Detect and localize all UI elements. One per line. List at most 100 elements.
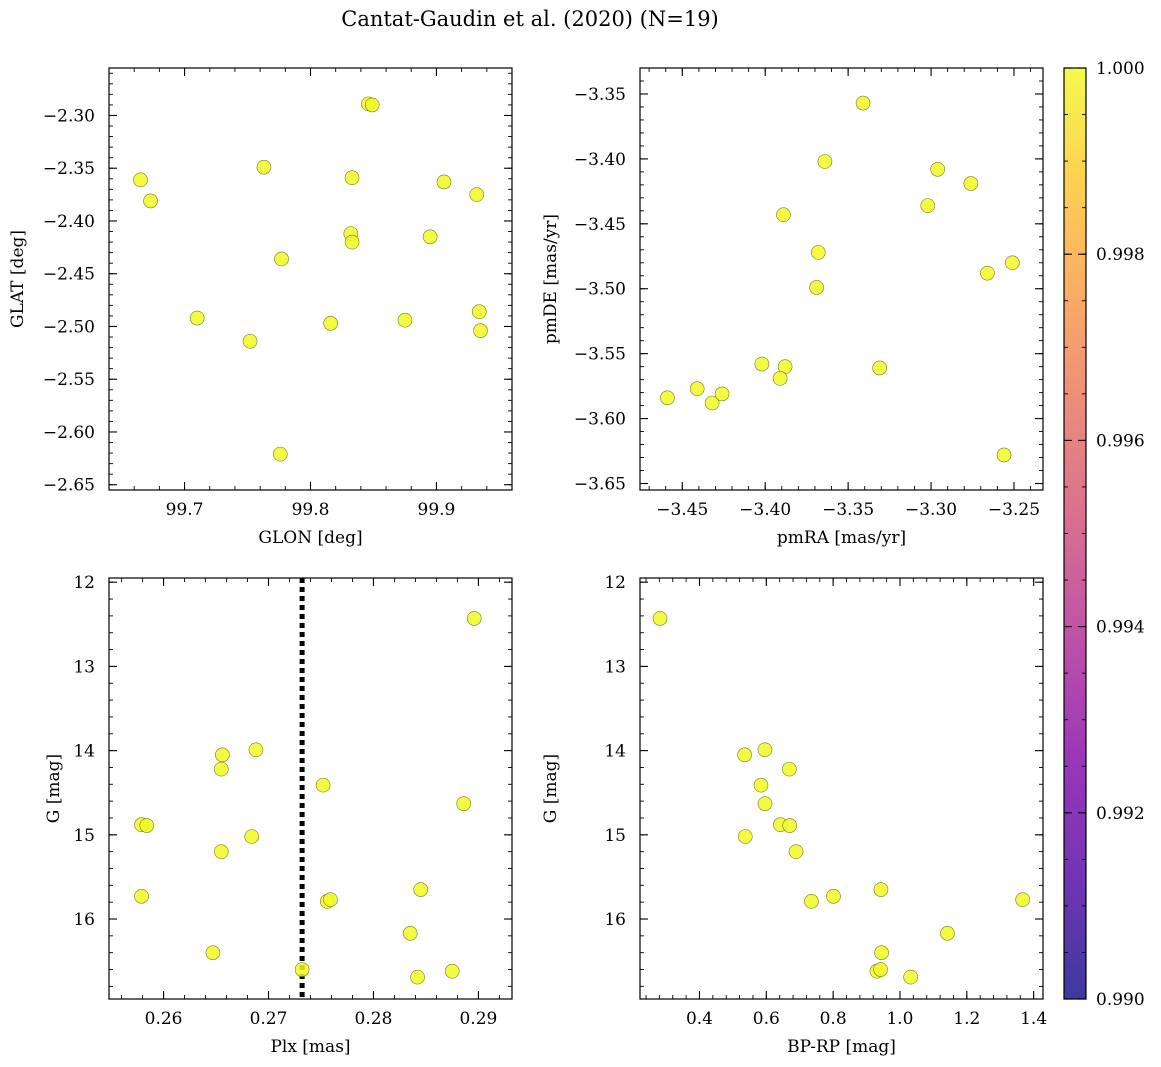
pmra-pmde-point xyxy=(817,154,833,169)
pmra-pmde-y-tick-label: −3.65 xyxy=(574,475,626,495)
plx-g-point xyxy=(213,761,229,777)
glon-glat-point xyxy=(256,159,272,175)
glon-glat-x-axis-label: GLON [deg] xyxy=(258,528,362,548)
bprp-g-point xyxy=(753,777,769,793)
pmra-pmde-y-tick-label: −3.35 xyxy=(574,85,626,105)
glon-glat-y-tick-label: −2.65 xyxy=(43,476,95,496)
bprp-g-point xyxy=(804,894,819,909)
pmra-pmde-point xyxy=(714,386,730,402)
bprp-g-point xyxy=(826,888,841,904)
plx-g-point xyxy=(213,844,229,859)
glon-glat-point xyxy=(473,323,488,338)
pmra-pmde-x-tick-label: −3.40 xyxy=(739,500,791,520)
colorbar-tick-label: 0.994 xyxy=(1096,618,1145,638)
plx-g-point xyxy=(244,829,260,844)
glon-glat-point xyxy=(397,312,413,328)
bprp-g-x-tick-label: 0.4 xyxy=(686,1009,713,1029)
glon-glat-point xyxy=(422,229,438,245)
pmra-pmde-x-tick-label: −3.25 xyxy=(988,500,1040,520)
bprp-g-frame xyxy=(639,577,1044,1000)
bprp-g-point xyxy=(757,742,773,758)
bprp-g-point xyxy=(873,962,888,977)
bprp-g-y-tick-label: 15 xyxy=(604,826,626,846)
pmra-pmde-point xyxy=(660,390,675,406)
glon-glat-point xyxy=(272,446,288,462)
glon-glat-y-tick-label: −2.50 xyxy=(43,317,95,337)
pmra-pmde-x-tick-label: −3.30 xyxy=(905,500,957,520)
pmra-pmde-point xyxy=(754,356,770,372)
bprp-g-y-tick-label: 14 xyxy=(604,742,626,762)
colorbar: 0.990 0.992 0.994 0.996 0.998 1.000 xyxy=(1063,59,1145,1010)
pmra-pmde-point xyxy=(996,447,1012,463)
glon-glat-y-tick-label: −2.60 xyxy=(43,423,95,443)
pmra-pmde-point xyxy=(772,371,788,386)
panel-glon-glat: 99.7 99.8 99.9 −2.30 −2.35 −2.40 −2.45 −2.50 −2.… xyxy=(8,67,513,548)
plx-g-point xyxy=(444,963,460,979)
pmra-pmde-x-axis-label: pmRA [mas/yr] xyxy=(777,528,906,548)
bprp-g-y-axis-label: G [mag] xyxy=(541,754,561,823)
scatter-panels: 99.7 99.8 99.9 −2.30 −2.35 −2.40 −2.45 −2.50 −2.… xyxy=(8,67,1047,1057)
pmra-pmde-y-tick-label: −3.50 xyxy=(574,280,626,300)
glon-glat-point xyxy=(436,174,452,190)
glon-glat-point xyxy=(189,310,205,326)
plx-g-y-tick-label: 15 xyxy=(73,826,95,846)
glon-glat-point xyxy=(469,187,485,202)
bprp-g-point xyxy=(782,818,798,833)
plx-g-point xyxy=(248,742,264,758)
pmra-pmde-x-tick-label: −3.45 xyxy=(656,500,708,520)
panel-plx-g: 0.26 0.27 0.28 0.29 12 13 14 15 16 Plx [mas] G [ma… xyxy=(44,573,513,1057)
pmra-pmde-y-tick-label: −3.40 xyxy=(574,150,626,170)
glon-glat-point xyxy=(242,333,258,349)
panel-pmra-pmde: −3.45 −3.40 −3.35 −3.30 −3.25 −3.35 −3.40 −3.45… xyxy=(541,67,1044,548)
pmra-pmde-y-axis-label: pmDE [mas/yr] xyxy=(541,214,561,344)
pmra-pmde-point xyxy=(1005,255,1020,271)
glon-glat-point xyxy=(344,234,360,250)
plx-g-point xyxy=(402,926,418,941)
plx-g-point xyxy=(456,796,472,811)
plx-g-point xyxy=(410,969,425,985)
bprp-g-point xyxy=(1015,892,1030,907)
bprp-g-point xyxy=(782,761,797,777)
pmra-pmde-point xyxy=(704,395,720,411)
glon-glat-point xyxy=(471,304,487,320)
bprp-g-x-tick-label: 0.8 xyxy=(820,1009,847,1029)
glon-glat-point xyxy=(364,97,380,113)
figure-title: Cantat-Gaudin et al. (2020) (N=19) xyxy=(341,7,719,31)
plx-g-frame xyxy=(108,577,513,1000)
glon-glat-y-tick-label: −2.40 xyxy=(43,212,95,232)
pmra-pmde-frame xyxy=(639,67,1044,491)
plx-g-point xyxy=(205,945,221,960)
bprp-g-point xyxy=(903,969,918,985)
pmra-pmde-point xyxy=(980,265,995,281)
glon-glat-y-tick-label: −2.35 xyxy=(43,159,95,179)
plx-g-y-tick-label: 12 xyxy=(73,573,95,593)
bprp-g-point xyxy=(940,926,955,941)
plx-g-y-axis-label: G [mag] xyxy=(44,754,64,823)
bprp-g-point xyxy=(757,796,773,811)
colorbar-tick-label: 0.990 xyxy=(1096,990,1145,1010)
panel-bprp-g: 0.4 0.6 0.8 1.0 1.2 1.4 12 13 14 15 16 BP-RP [mag] G… xyxy=(541,573,1047,1057)
bprp-g-y-tick-label: 13 xyxy=(604,657,626,677)
glon-glat-point xyxy=(323,316,338,331)
colorbar-tick-label: 0.998 xyxy=(1096,245,1145,265)
plx-g-point xyxy=(413,882,428,897)
bprp-g-point xyxy=(788,844,804,859)
plx-g-y-tick-label: 16 xyxy=(73,910,95,930)
bprp-g-x-tick-label: 1.4 xyxy=(1020,1009,1047,1029)
plx-g-point xyxy=(139,818,155,833)
pmra-pmde-point xyxy=(855,95,871,111)
colorbar-tick-label: 0.996 xyxy=(1096,431,1145,451)
pmra-pmde-point xyxy=(930,161,945,177)
plx-g-x-tick-label: 0.28 xyxy=(355,1009,393,1029)
glon-glat-point xyxy=(133,172,148,188)
plx-g-point xyxy=(323,892,338,907)
bprp-g-x-tick-label: 1.2 xyxy=(953,1009,980,1029)
bprp-g-point xyxy=(873,882,889,897)
plx-g-x-tick-label: 0.29 xyxy=(459,1009,497,1029)
glon-glat-y-tick-label: −2.55 xyxy=(43,370,95,390)
glon-glat-point xyxy=(143,193,158,209)
plx-g-point xyxy=(215,747,230,763)
glon-glat-frame xyxy=(108,67,513,491)
plx-g-point xyxy=(134,888,149,904)
